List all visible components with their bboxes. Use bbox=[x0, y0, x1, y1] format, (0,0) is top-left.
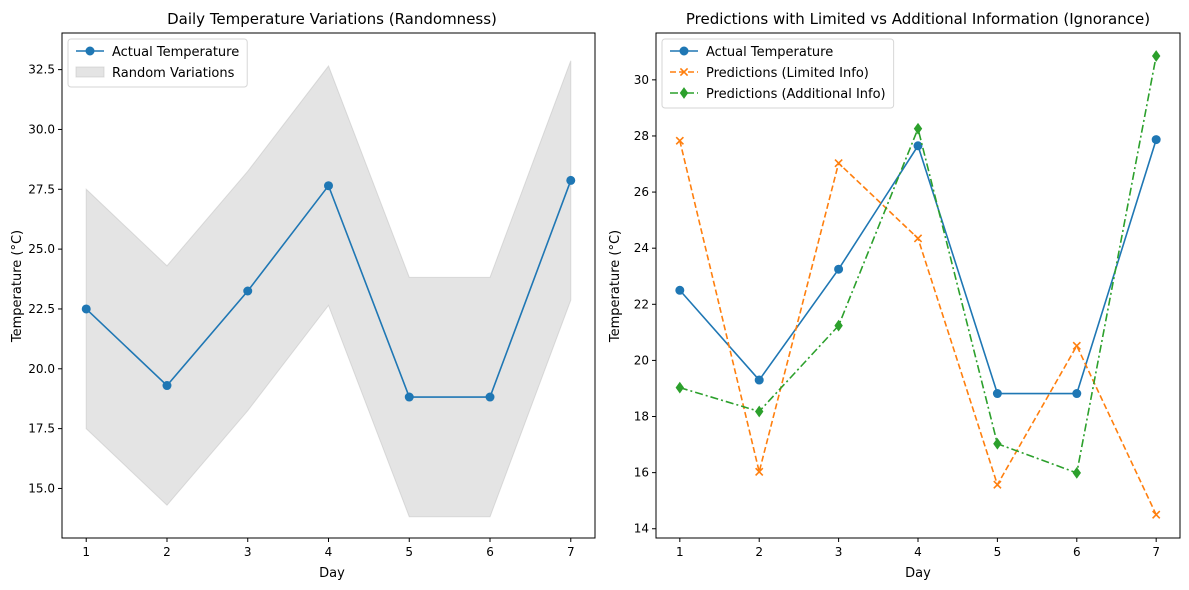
y-axis: 15.0 17.5 20.0 22.5 25.0 27.5 30.0 32.5 bbox=[28, 63, 62, 495]
x-tick-label: 1 bbox=[676, 545, 684, 559]
plot-area bbox=[675, 50, 1161, 519]
data-point bbox=[834, 264, 844, 274]
data-point bbox=[404, 392, 414, 402]
y-tick-label: 18 bbox=[634, 410, 649, 424]
data-point bbox=[566, 175, 576, 185]
data-point bbox=[324, 181, 333, 191]
y-tick-label: 24 bbox=[634, 241, 649, 255]
x-tick-label: 7 bbox=[1152, 545, 1160, 559]
data-point bbox=[993, 437, 1002, 450]
data-point bbox=[834, 159, 843, 168]
legend-label: Predictions (Additional Info) bbox=[706, 87, 886, 102]
y-tick-label: 14 bbox=[634, 522, 649, 536]
y-tick-label: 30 bbox=[634, 73, 649, 87]
y-tick-label: 17.5 bbox=[28, 422, 55, 436]
x-tick-label: 2 bbox=[755, 545, 763, 559]
band-random-variations bbox=[85, 60, 572, 518]
chart-temperature-variations: Daily Temperature Variations (Randomness… bbox=[10, 10, 596, 581]
y-axis-label: Temperature (°C) bbox=[10, 230, 25, 343]
data-point bbox=[913, 234, 923, 243]
series-actual-temperature bbox=[81, 175, 576, 402]
chart-predictions: Predictions with Limited vs Additional I… bbox=[608, 10, 1181, 581]
x-tick-label: 4 bbox=[325, 545, 333, 559]
x-tick-label: 1 bbox=[82, 545, 90, 559]
data-point bbox=[834, 319, 843, 332]
data-point bbox=[675, 285, 685, 295]
legend: Actual Temperature Random Variations bbox=[67, 38, 248, 88]
data-point bbox=[675, 136, 684, 145]
data-point bbox=[485, 392, 495, 402]
y-tick-label: 16 bbox=[634, 466, 649, 480]
legend-box bbox=[661, 38, 895, 109]
x-tick-label: 6 bbox=[1073, 545, 1081, 559]
y-axis-label: Temperature (°C) bbox=[608, 230, 623, 343]
series-predictions-limited-info bbox=[675, 136, 1161, 519]
x-tick-label: 5 bbox=[994, 545, 1002, 559]
data-point bbox=[162, 381, 172, 391]
data-point bbox=[992, 389, 1002, 399]
y-tick-label: 22 bbox=[634, 297, 649, 311]
legend-entry-random-variations: Random Variations bbox=[75, 66, 235, 81]
data-point bbox=[913, 122, 923, 135]
legend-swatch bbox=[75, 66, 105, 78]
data-point bbox=[993, 480, 1002, 489]
legend-marker bbox=[679, 67, 689, 77]
y-tick-label: 20.0 bbox=[28, 362, 55, 376]
data-point bbox=[1072, 341, 1081, 350]
legend-entry-actual-temperature: Actual Temperature bbox=[76, 45, 239, 60]
y-tick-label: 28 bbox=[634, 129, 649, 143]
data-point bbox=[1151, 135, 1161, 145]
y-tick-label: 32.5 bbox=[28, 63, 55, 77]
x-tick-label: 3 bbox=[835, 545, 843, 559]
x-tick-label: 6 bbox=[486, 545, 494, 559]
x-axis: 1 2 3 4 5 6 7 bbox=[82, 538, 575, 559]
data-point bbox=[913, 141, 923, 151]
plot-area bbox=[81, 60, 576, 518]
data-point bbox=[1072, 389, 1082, 399]
data-point bbox=[243, 286, 253, 296]
y-tick-label: 26 bbox=[634, 185, 649, 199]
y-tick-label: 22.5 bbox=[28, 302, 55, 316]
x-axis-label: Day bbox=[905, 566, 931, 581]
data-point bbox=[754, 405, 764, 418]
data-point bbox=[754, 375, 764, 385]
legend-entry-predictions-limited-info: Predictions (Limited Info) bbox=[670, 66, 869, 81]
chart-title: Predictions with Limited vs Additional I… bbox=[686, 10, 1150, 28]
legend-label: Random Variations bbox=[112, 66, 235, 81]
series-predictions-additional-info bbox=[675, 50, 1161, 479]
x-tick-label: 4 bbox=[914, 545, 922, 559]
legend-label: Actual Temperature bbox=[706, 45, 833, 60]
legend-marker bbox=[679, 87, 689, 99]
x-tick-label: 2 bbox=[163, 545, 171, 559]
data-point bbox=[81, 304, 91, 314]
data-point bbox=[675, 381, 685, 394]
data-point bbox=[1072, 467, 1082, 479]
data-point bbox=[1151, 50, 1161, 62]
series-actual-temperature bbox=[675, 135, 1161, 399]
legend-entry-predictions-additional-info: Predictions (Additional Info) bbox=[670, 87, 886, 102]
y-tick-label: 15.0 bbox=[28, 481, 55, 495]
y-tick-label: 25.0 bbox=[28, 242, 55, 256]
legend: Actual Temperature Predictions (Limited I… bbox=[661, 38, 895, 109]
data-point bbox=[755, 467, 764, 476]
y-tick-label: 27.5 bbox=[28, 182, 55, 196]
legend-marker bbox=[85, 46, 95, 56]
legend-label: Predictions (Limited Info) bbox=[706, 66, 869, 81]
y-axis: 14 16 18 20 22 24 26 28 30 bbox=[634, 73, 656, 536]
x-tick-label: 3 bbox=[244, 545, 252, 559]
legend-box bbox=[67, 38, 248, 88]
chart-title: Daily Temperature Variations (Randomness… bbox=[167, 10, 497, 28]
y-tick-label: 20 bbox=[634, 353, 649, 367]
legend-entry-actual-temperature: Actual Temperature bbox=[670, 45, 833, 60]
data-point bbox=[1152, 510, 1161, 519]
x-tick-label: 7 bbox=[567, 545, 575, 559]
legend-label: Actual Temperature bbox=[112, 45, 239, 60]
x-axis: 1 2 3 4 5 6 7 bbox=[676, 538, 1160, 559]
x-axis-label: Day bbox=[319, 566, 345, 581]
legend-marker bbox=[679, 46, 689, 56]
y-tick-label: 30.0 bbox=[28, 122, 55, 136]
x-tick-label: 5 bbox=[405, 545, 413, 559]
